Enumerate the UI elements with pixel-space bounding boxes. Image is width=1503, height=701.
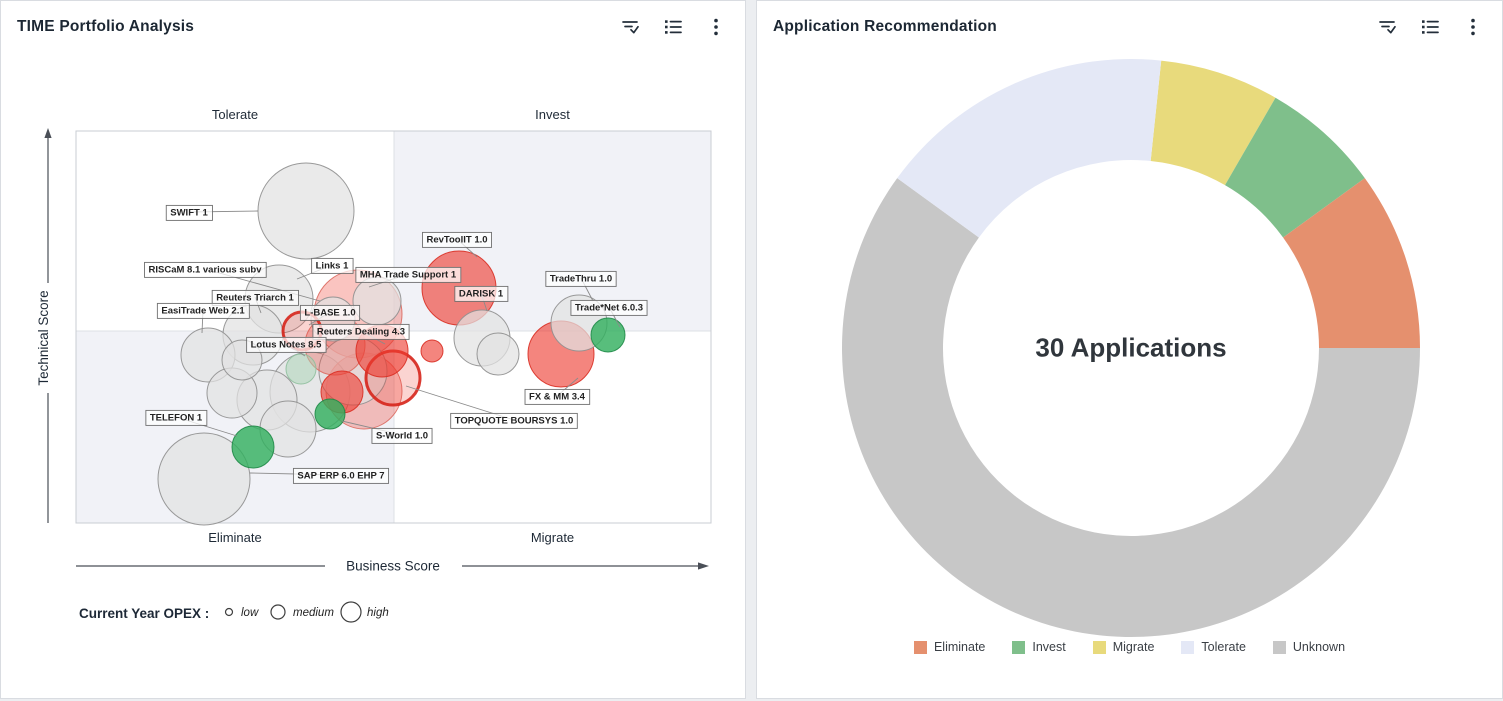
app-label-box[interactable]	[165, 204, 213, 221]
app-label-easitrade-web-2-1: EasiTrade Web 2.1	[161, 305, 245, 316]
donut-center-label: 30 Applications	[1035, 332, 1227, 363]
opex-size-label-medium: medium	[293, 607, 334, 619]
app-label-box[interactable]	[450, 412, 578, 429]
quadrant-label-migrate: Migrate	[531, 530, 574, 545]
plot-border	[75, 130, 712, 524]
app-label-l-base-1-0: L-BASE 1.0	[304, 307, 355, 318]
app-label-fx-mm-3-4: FX & MM 3.4	[529, 391, 586, 402]
legend-label: Invest	[1032, 640, 1066, 654]
bubble-swift-1[interactable]	[257, 162, 355, 260]
bubble-lotus-notes-8-5[interactable]	[285, 353, 317, 385]
left-toolbar	[619, 16, 727, 38]
opex-size-circle-high	[340, 601, 362, 623]
quadrant-label-tolerate: Tolerate	[212, 107, 258, 122]
app-label-darisk-1: DARISK 1	[459, 288, 504, 299]
donut-segment-unknown[interactable]	[842, 178, 1420, 637]
opex-size-label-low: low	[241, 607, 259, 619]
donut-segment-eliminate[interactable]	[1283, 178, 1420, 348]
app-label-sap-erp-6-0-ehp-7: SAP ERP 6.0 EHP 7	[297, 470, 384, 481]
filter-icon[interactable]	[619, 16, 641, 38]
bubble-unlabeled[interactable]	[420, 339, 444, 363]
legend-list-icon[interactable]	[662, 16, 684, 38]
app-label-mha-trade-support-1: MHA Trade Support 1	[360, 269, 457, 280]
application-recommendation-panel: Application Recommendation	[756, 0, 1503, 699]
legend-item-eliminate[interactable]: Eliminate	[913, 640, 986, 654]
time-portfolio-panel: TIME Portfolio Analysis	[0, 0, 746, 699]
page-title-left: TIME Portfolio Analysis	[17, 18, 195, 35]
x-axis-label: Business Score	[346, 559, 440, 574]
legend-item-invest[interactable]: Invest	[1012, 640, 1066, 654]
y-axis-label: Technical Score	[36, 290, 51, 385]
kebab-menu-icon[interactable]	[1462, 16, 1484, 38]
app-label-box[interactable]	[422, 231, 492, 248]
app-label-box[interactable]	[246, 336, 327, 353]
legend-label: Migrate	[1112, 640, 1155, 654]
app-label-swift-1: SWIFT 1	[170, 207, 208, 218]
app-label-telefon-1: TELEFON 1	[150, 412, 203, 423]
legend-item-migrate[interactable]: Migrate	[1092, 640, 1155, 654]
opex-legend-title: Current Year OPEX :	[79, 606, 209, 621]
legend-label: Eliminate	[933, 640, 986, 654]
app-label-box[interactable]	[311, 257, 354, 274]
app-label-links-1: Links 1	[316, 260, 349, 271]
legend-swatch-eliminate	[913, 640, 927, 654]
bubble-telefon-1[interactable]	[231, 425, 275, 469]
legend-label: Unknown	[1292, 640, 1346, 654]
app-label-box[interactable]	[545, 270, 617, 287]
legend-swatch-migrate	[1092, 640, 1106, 654]
app-label-s-world-1-0: S-World 1.0	[376, 430, 428, 441]
donut-segment-invest[interactable]	[1225, 97, 1365, 238]
legend-swatch-tolerate	[1181, 640, 1195, 654]
time-portfolio-header: TIME Portfolio Analysis	[1, 1, 745, 53]
bubble-sap-erp-6-0-ehp-7[interactable]	[157, 432, 251, 526]
app-label-box[interactable]	[312, 323, 410, 340]
legend-item-unknown[interactable]: Unknown	[1272, 640, 1346, 654]
time-portfolio-bubble-chart: Tolerate Invest Eliminate Migrate Technical …	[36, 107, 712, 623]
app-label-reuters-dealing-4-3: Reuters Dealing 4.3	[317, 326, 405, 337]
app-label-revtoolit-1-0: RevToolIT 1.0	[426, 234, 487, 245]
page-title-right: Application Recommendation	[773, 18, 997, 35]
kebab-menu-icon[interactable]	[705, 16, 727, 38]
y-axis-arrow	[44, 128, 52, 138]
app-label-reuters-triarch-1: Reuters Triarch 1	[216, 292, 294, 303]
donut-legend: Eliminate Invest Migrate Tolerate Unknow…	[757, 640, 1502, 654]
app-label-lotus-notes-8-5: Lotus Notes 8.5	[251, 339, 322, 350]
donut-segment-tolerate[interactable]	[897, 58, 1162, 238]
app-label-box[interactable]	[211, 289, 299, 306]
app-label-box[interactable]	[371, 427, 433, 444]
legend-swatch-unknown	[1272, 640, 1286, 654]
application-recommendation-header: Application Recommendation	[757, 1, 1502, 53]
bubble-s-world-1-0[interactable]	[314, 398, 346, 430]
legend-list-icon[interactable]	[1419, 16, 1441, 38]
app-label-box[interactable]	[292, 467, 390, 484]
app-label-tradethru-1-0: TradeThru 1.0	[550, 273, 612, 284]
app-label-box[interactable]	[144, 261, 267, 278]
app-label-box[interactable]	[355, 266, 462, 283]
app-label-box[interactable]	[570, 299, 648, 316]
app-label-box[interactable]	[145, 409, 208, 426]
recommendation-donut-chart	[842, 58, 1420, 637]
quadrant-label-invest: Invest	[535, 107, 570, 122]
app-label-riscam-8-1-various-subv: RISCaM 8.1 various subv	[149, 264, 263, 275]
bubble-trade-net-6-0-3[interactable]	[590, 317, 626, 353]
legend-swatch-invest	[1012, 640, 1026, 654]
opex-size-circle-medium	[270, 604, 286, 620]
legend-item-tolerate[interactable]: Tolerate	[1181, 640, 1246, 654]
app-label-box[interactable]	[454, 285, 509, 302]
app-label-trade-net-6-0-3: Trade*Net 6.0.3	[575, 302, 643, 313]
x-axis-arrow	[698, 562, 709, 570]
donut-segment-migrate[interactable]	[1150, 60, 1276, 186]
filter-icon[interactable]	[1376, 16, 1398, 38]
right-toolbar	[1376, 16, 1484, 38]
app-label-box[interactable]	[299, 304, 361, 321]
app-label-box[interactable]	[156, 302, 250, 319]
quadrant-label-eliminate: Eliminate	[208, 530, 261, 545]
opex-size-circle-low	[224, 607, 234, 617]
legend-label: Tolerate	[1201, 640, 1246, 654]
opex-size-label-high: high	[367, 607, 389, 619]
bubble-unlabeled[interactable]	[476, 332, 520, 376]
app-label-topquote-boursys-1-0: TOPQUOTE BOURSYS 1.0	[455, 415, 574, 426]
app-label-box[interactable]	[524, 388, 591, 405]
